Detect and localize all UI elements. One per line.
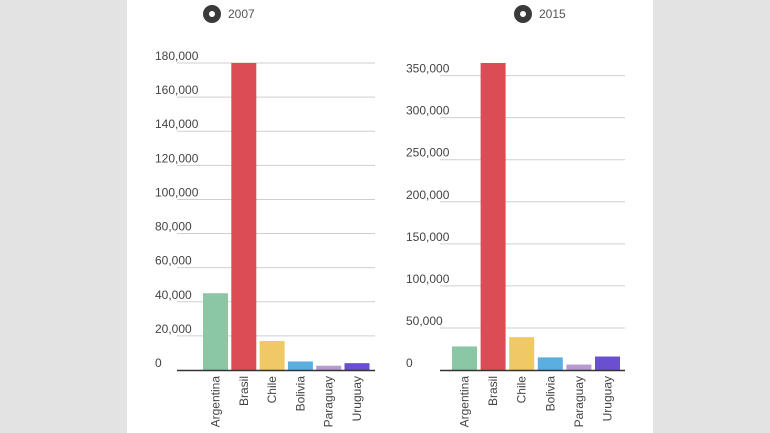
y-tick-label: 0 (406, 356, 413, 370)
y-tick-label: 120,000 (155, 151, 199, 165)
plot-area: 0 50,000 100,000 150,000 200,000 250,000 300,0… (406, 62, 625, 428)
chart-panel: 2007 0 20,000 40,000 60,000 80,000 100,000 120… (127, 0, 653, 433)
legend-marker-icon (203, 5, 221, 23)
y-tick-label: 300,000 (406, 104, 450, 118)
bar-argentina (452, 346, 477, 370)
legend-label: 2007 (228, 7, 255, 21)
y-tick-label: 40,000 (155, 288, 192, 302)
legend-marker-icon (514, 5, 532, 23)
x-tick-label: Bolivia (293, 376, 307, 412)
y-tick-label: 180,000 (155, 49, 199, 63)
y-tick-label: 20,000 (155, 322, 192, 336)
y-tick-label: 60,000 (155, 254, 192, 268)
y-tick-label: 250,000 (406, 146, 450, 160)
y-tick-label: 80,000 (155, 220, 192, 234)
x-tick-label: Chile (515, 376, 529, 404)
x-tick-label: Chile (265, 376, 279, 404)
bar-argentina (203, 293, 228, 370)
chart-2007: 2007 0 20,000 40,000 60,000 80,000 100,000 120… (127, 0, 390, 433)
y-tick-label: 160,000 (155, 83, 199, 97)
bar-brasil (480, 63, 506, 370)
bar-paraguay (566, 364, 592, 370)
y-tick-label: 350,000 (406, 62, 450, 76)
y-tick-label: 100,000 (406, 272, 450, 286)
x-tick-label: Brasil (237, 376, 251, 406)
plot-area: 0 20,000 40,000 60,000 80,000 100,000 120,000 1… (155, 49, 375, 428)
legend-label: 2015 (539, 7, 566, 21)
chart-2015: 2015 0 50,000 100,000 150,000 200,000 250,000… (390, 0, 653, 433)
bar-paraguay (316, 365, 342, 370)
y-tick-label: 200,000 (406, 188, 450, 202)
bar-chile (509, 337, 535, 370)
bar-bolivia (537, 357, 563, 370)
bar-bolivia (287, 361, 313, 370)
legend[interactable]: 2007 (203, 5, 255, 23)
x-tick-label: Bolivia (543, 376, 557, 412)
bar-chile (259, 341, 285, 370)
bar-uruguay (595, 356, 620, 370)
x-tick-label: Brasil (486, 376, 500, 406)
y-tick-label: 140,000 (155, 117, 199, 131)
y-tick-label: 50,000 (406, 314, 443, 328)
legend[interactable]: 2015 (514, 5, 566, 23)
y-tick-label: 100,000 (155, 185, 199, 199)
x-tick-label: Paraguay (572, 376, 586, 427)
y-tick-label: 0 (155, 356, 162, 370)
x-tick-label: Paraguay (322, 376, 336, 427)
y-tick-label: 150,000 (406, 230, 450, 244)
x-tick-label: Argentina (458, 376, 472, 428)
bar-brasil (231, 63, 257, 370)
x-tick-label: Uruguay (601, 376, 615, 421)
bar-uruguay (344, 363, 370, 370)
x-tick-label: Uruguay (350, 376, 364, 421)
x-tick-label: Argentina (209, 376, 223, 428)
